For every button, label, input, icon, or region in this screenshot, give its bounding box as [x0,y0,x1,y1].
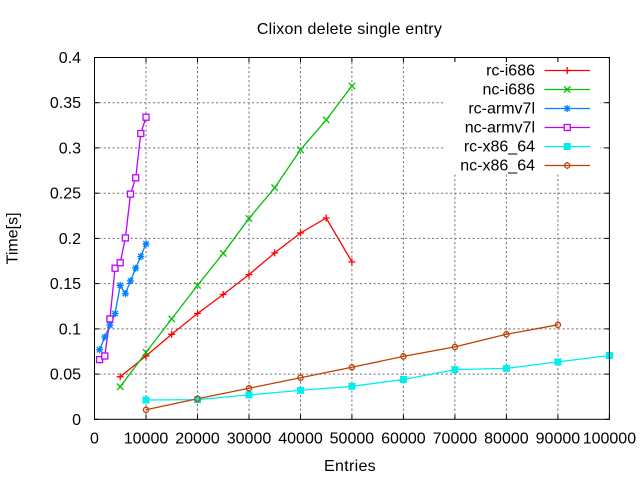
svg-text:0.15: 0.15 [50,276,81,293]
svg-text:Clixon delete single entry: Clixon delete single entry [257,21,442,38]
svg-text:rc-x86_64: rc-x86_64 [464,139,535,156]
svg-text:20000: 20000 [175,431,220,448]
svg-text:0.4: 0.4 [59,50,81,67]
svg-text:30000: 30000 [227,431,272,448]
svg-text:0.1: 0.1 [59,321,81,338]
svg-text:0.05: 0.05 [50,367,81,384]
svg-text:40000: 40000 [278,431,323,448]
svg-text:Time[s]: Time[s] [5,212,22,264]
svg-text:nc-armv7l: nc-armv7l [465,120,535,137]
svg-text:0.25: 0.25 [50,186,81,203]
svg-text:0.3: 0.3 [59,140,81,157]
svg-text:0.35: 0.35 [50,95,81,112]
svg-text:100000: 100000 [583,431,636,448]
svg-text:90000: 90000 [536,431,581,448]
svg-text:nc-x86_64: nc-x86_64 [460,158,535,175]
svg-text:0.2: 0.2 [59,231,81,248]
svg-text:0: 0 [90,431,99,448]
svg-text:nc-i686: nc-i686 [483,82,536,99]
svg-text:rc-armv7l: rc-armv7l [468,101,535,118]
svg-text:60000: 60000 [381,431,426,448]
svg-text:50000: 50000 [330,431,375,448]
svg-text:10000: 10000 [124,431,169,448]
svg-text:rc-i686: rc-i686 [486,63,535,80]
svg-text:80000: 80000 [484,431,529,448]
svg-text:0: 0 [72,412,81,429]
svg-text:70000: 70000 [433,431,478,448]
svg-text:Entries: Entries [324,458,376,475]
